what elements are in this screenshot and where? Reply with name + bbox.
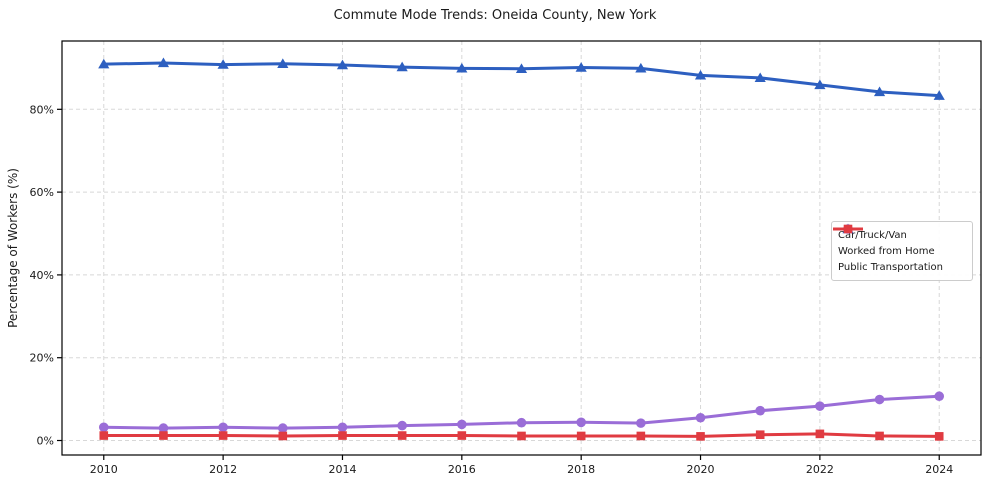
data-point-public-transportation [815, 429, 825, 439]
data-point-worked-from-home [218, 422, 228, 433]
data-point-worked-from-home [516, 417, 527, 428]
data-point-worked-from-home [277, 423, 288, 433]
data-point-public-transportation [278, 431, 288, 441]
data-point-public-transportation [338, 431, 347, 440]
data-point-worked-from-home [695, 412, 706, 423]
data-point-worked-from-home [755, 405, 766, 416]
data-point-worked-from-home [337, 422, 348, 433]
data-point-car-truck-van [873, 86, 886, 97]
data-point-car-truck-van [396, 61, 408, 72]
data-point-public-transportation [457, 431, 467, 440]
y-tick-label: 20% [30, 352, 54, 365]
legend-label: Worked from Home [838, 245, 935, 257]
y-tick-label: 60% [30, 186, 54, 199]
legend-label: Public Transportation [838, 261, 943, 273]
data-point-car-truck-van [217, 59, 229, 69]
data-point-car-truck-van [933, 90, 945, 100]
legend-item: Worked from Home [833, 224, 966, 259]
x-tick-label: 2016 [448, 463, 476, 476]
data-point-car-truck-van [456, 62, 468, 73]
legend-label: Car/Truck/Van [838, 229, 907, 241]
legend: Car/Truck/Van Worked from Home Public Tran… [831, 221, 973, 281]
data-point-worked-from-home [815, 401, 825, 411]
legend-sample-square-icon [833, 224, 863, 234]
x-tick-label: 2022 [806, 463, 834, 476]
data-point-public-transportation [218, 431, 228, 440]
data-point-worked-from-home [457, 419, 467, 430]
x-tick-label: 2020 [687, 463, 715, 476]
plot-frame [61, 40, 982, 456]
legend-marker [843, 224, 853, 234]
data-point-car-truck-van [277, 58, 289, 68]
data-point-public-transportation [875, 431, 884, 441]
y-tick-label: 80% [30, 103, 54, 116]
legend-item: Public Transportation [833, 224, 966, 275]
data-point-public-transportation [397, 431, 407, 440]
x-tick-label: 2014 [328, 463, 356, 476]
data-point-car-truck-van [336, 59, 349, 70]
y-tick-label: 0% [37, 435, 54, 448]
data-point-worked-from-home [934, 391, 945, 402]
data-point-worked-from-home [98, 422, 109, 433]
data-point-worked-from-home [397, 420, 407, 431]
data-point-public-transportation [755, 430, 765, 440]
data-point-public-transportation [696, 432, 705, 441]
data-point-worked-from-home [576, 417, 586, 428]
data-point-worked-from-home [874, 394, 885, 405]
data-point-worked-from-home [158, 423, 169, 433]
data-point-car-truck-van [635, 62, 647, 73]
chart-title: Commute Mode Trends: Oneida County, New … [333, 8, 657, 23]
data-point-car-truck-van [754, 72, 766, 83]
data-point-car-truck-van [98, 58, 110, 69]
y-tick-label: 40% [30, 269, 54, 282]
x-tick-label: 2012 [209, 463, 237, 476]
data-point-car-truck-van [515, 63, 528, 73]
data-point-public-transportation [517, 431, 526, 441]
data-point-public-transportation [934, 432, 944, 441]
x-tick-label: 2018 [567, 463, 595, 476]
data-point-car-truck-van [814, 79, 826, 90]
data-point-public-transportation [159, 431, 168, 440]
data-point-car-truck-van [157, 57, 170, 68]
data-point-public-transportation [636, 431, 646, 441]
data-point-public-transportation [576, 431, 586, 441]
data-point-car-truck-van [575, 62, 587, 72]
data-point-public-transportation [99, 431, 109, 440]
data-point-worked-from-home [636, 418, 646, 428]
data-point-car-truck-van [694, 69, 707, 80]
x-tick-label: 2010 [90, 463, 118, 476]
x-tick-label: 2024 [925, 463, 953, 476]
